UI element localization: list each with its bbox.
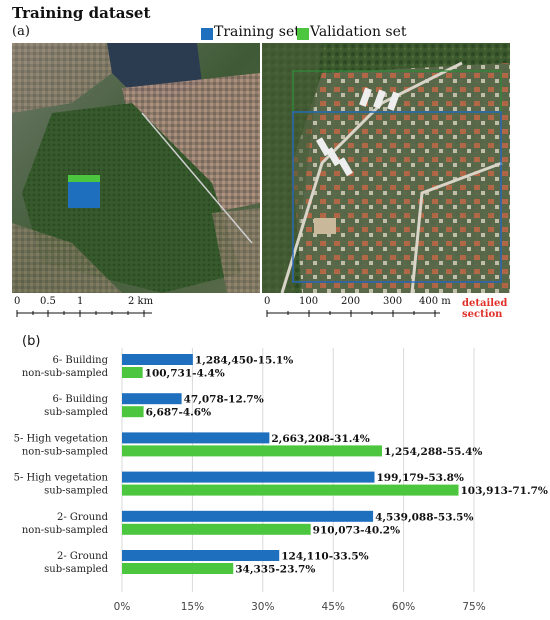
panel-a-label: (a) (12, 24, 30, 39)
category-label: non-sub-sampled (22, 446, 109, 457)
bar-validation (122, 523, 311, 535)
data-label: 34,335-23.7% (235, 564, 315, 576)
panel-b-label: (b) (22, 334, 41, 349)
scale-tick: 2 km (128, 296, 154, 307)
bar-training (122, 354, 193, 365)
scale-tick: 100 (299, 296, 319, 307)
legend-swatch-training (201, 28, 213, 40)
bar-validation (122, 484, 459, 496)
training-region-outline (292, 111, 502, 283)
data-label: 6,687-4.6% (146, 407, 212, 419)
bar-validation (122, 445, 383, 457)
data-label: 100,731-4.4% (145, 368, 225, 380)
legend-swatch-validation (297, 28, 309, 40)
category-label: 6- Building (52, 394, 108, 405)
scale-tick: 300 (383, 296, 403, 307)
page-title: Training dataset (12, 4, 151, 22)
bar-training (122, 432, 270, 444)
bar-validation (122, 406, 144, 418)
x-tick-label: 60% (392, 601, 415, 613)
bar-chart: 0% 15% 30% 45% 60% 75% 6- Building non-sub-samp… (14, 348, 548, 613)
training-area-marker (68, 182, 100, 208)
category-label: sub-sampled (44, 486, 108, 497)
category-label: sub-sampled (44, 564, 108, 575)
scale-tick: 200 (341, 296, 361, 307)
legend-label-training: Training set (214, 24, 300, 40)
x-tick-label: 0% (114, 601, 131, 613)
bar-training (122, 550, 280, 561)
detailed-section-note: detailed section (462, 298, 508, 320)
category-label: 5- High vegetation (14, 433, 109, 444)
data-label: 1,254,288-55.4% (384, 446, 482, 458)
scale-tick: 1 (77, 296, 84, 307)
satellite-map-overview (12, 43, 260, 293)
category-label: 2- Ground (57, 551, 109, 562)
category-label: 6- Building (52, 355, 108, 366)
scale-tick: 0.5 (40, 296, 56, 307)
data-label: 4,539,088-53.5% (375, 511, 473, 523)
category-label: sub-sampled (44, 407, 108, 418)
bar-validation (122, 563, 234, 574)
bar-training (122, 510, 374, 522)
x-tick-label: 30% (251, 601, 274, 613)
data-label: 103,913-71.7% (461, 485, 548, 497)
category-label: 5- High vegetation (14, 473, 109, 484)
x-tick-label: 15% (181, 601, 204, 613)
scale-tick: 400 m (419, 296, 451, 307)
data-label: 124,110-33.5% (281, 551, 368, 563)
category-label: non-sub-sampled (22, 525, 109, 536)
validation-area-marker (68, 175, 100, 182)
bar-training (122, 393, 182, 405)
data-label: 2,663,208-31.4% (271, 433, 369, 445)
category-label: 2- Ground (57, 512, 109, 523)
scale-tick: 0 (264, 296, 271, 307)
scale-tick: 0 (14, 296, 21, 307)
data-label: 1,284,450-15.1% (195, 355, 293, 367)
x-tick-label: 75% (462, 601, 485, 613)
legend-label-validation: Validation set (310, 24, 407, 40)
data-label: 47,078-12.7% (184, 394, 264, 406)
bar-training (122, 471, 375, 483)
data-label: 199,179-53.8% (377, 472, 464, 484)
category-label: non-sub-sampled (22, 368, 109, 379)
satellite-map-detail (262, 43, 510, 293)
x-tick-label: 45% (322, 601, 345, 613)
data-label: 910,073-40.2% (313, 524, 400, 536)
bar-validation (122, 367, 143, 378)
